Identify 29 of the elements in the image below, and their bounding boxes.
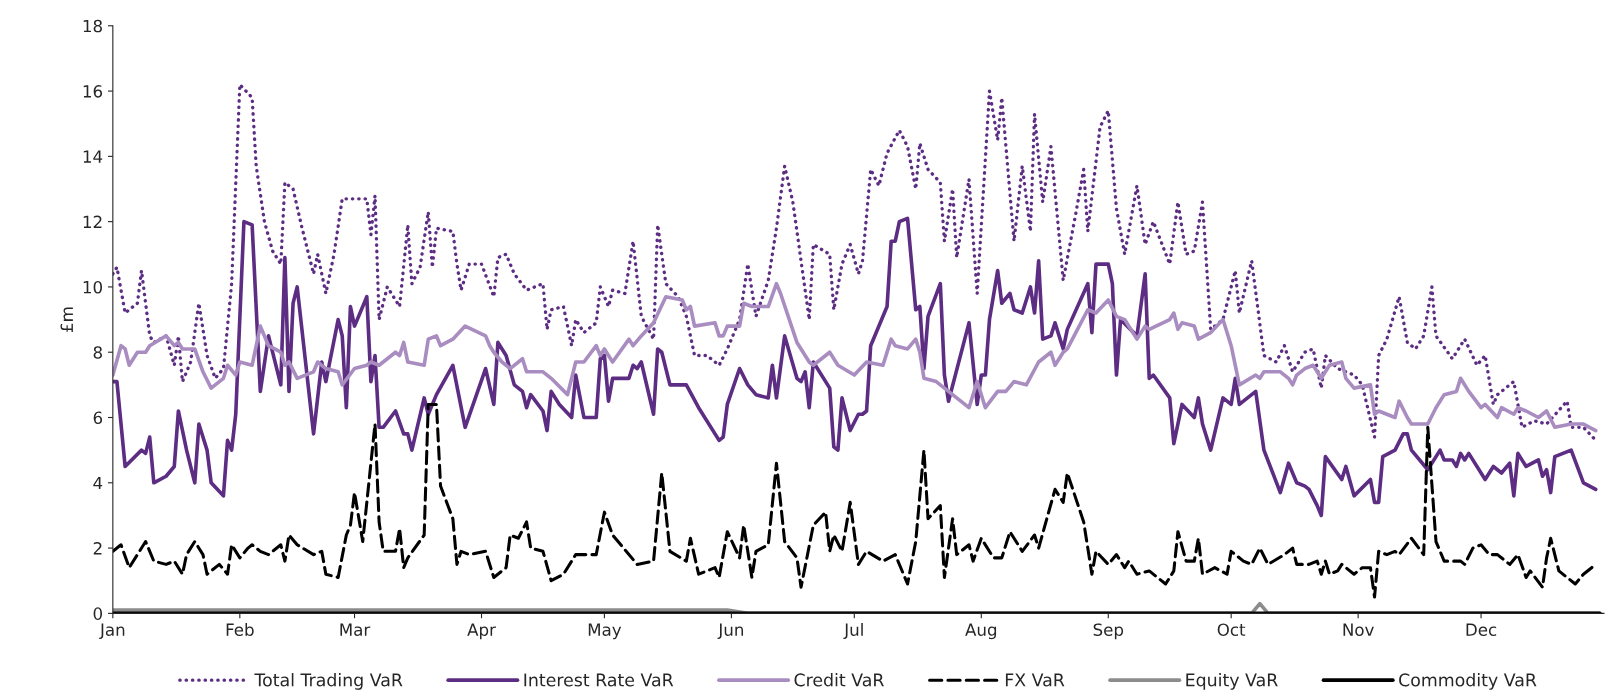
- x-tick-label: Feb: [226, 623, 254, 636]
- x-tick-label: Jan: [99, 623, 125, 640]
- legend-label: Commodity VaR: [1399, 673, 1537, 690]
- legend-label: Interest Rate VaR: [524, 673, 674, 687]
- x-tick-label: Sep: [1093, 623, 1124, 640]
- x-tick-label: Oct: [1217, 623, 1246, 636]
- y-tick-label: 14: [83, 150, 103, 163]
- y-axis-title: £m: [60, 307, 73, 332]
- y-tick-label: 2: [93, 542, 102, 555]
- y-tick-label: 0: [93, 607, 103, 620]
- y-tick-label: 10: [83, 280, 103, 294]
- legend-label: Total Trading VaR: [254, 673, 403, 690]
- x-tick-label: Apr: [467, 623, 496, 640]
- y-tick-label: 8: [93, 346, 102, 359]
- x-tick-label: May: [588, 623, 622, 640]
- y-tick-label: 12: [83, 215, 102, 228]
- x-tick-label: Aug: [965, 623, 997, 640]
- x-tick-label: Jun: [717, 623, 744, 640]
- x-tick-label: Jul: [843, 623, 863, 640]
- legend-label: FX VaR: [1005, 673, 1065, 687]
- y-tick-label: 4: [93, 476, 103, 490]
- x-tick-label: Dec: [1466, 623, 1497, 636]
- y-tick-label: 6: [93, 411, 103, 425]
- legend-label: Equity VaR: [1186, 673, 1278, 690]
- y-tick-label: 16: [83, 85, 103, 98]
- x-tick-label: Mar: [340, 623, 371, 636]
- x-tick-label: Nov: [1343, 623, 1374, 636]
- y-tick-label: 18: [83, 19, 102, 33]
- legend-label: Credit VaR: [794, 673, 884, 687]
